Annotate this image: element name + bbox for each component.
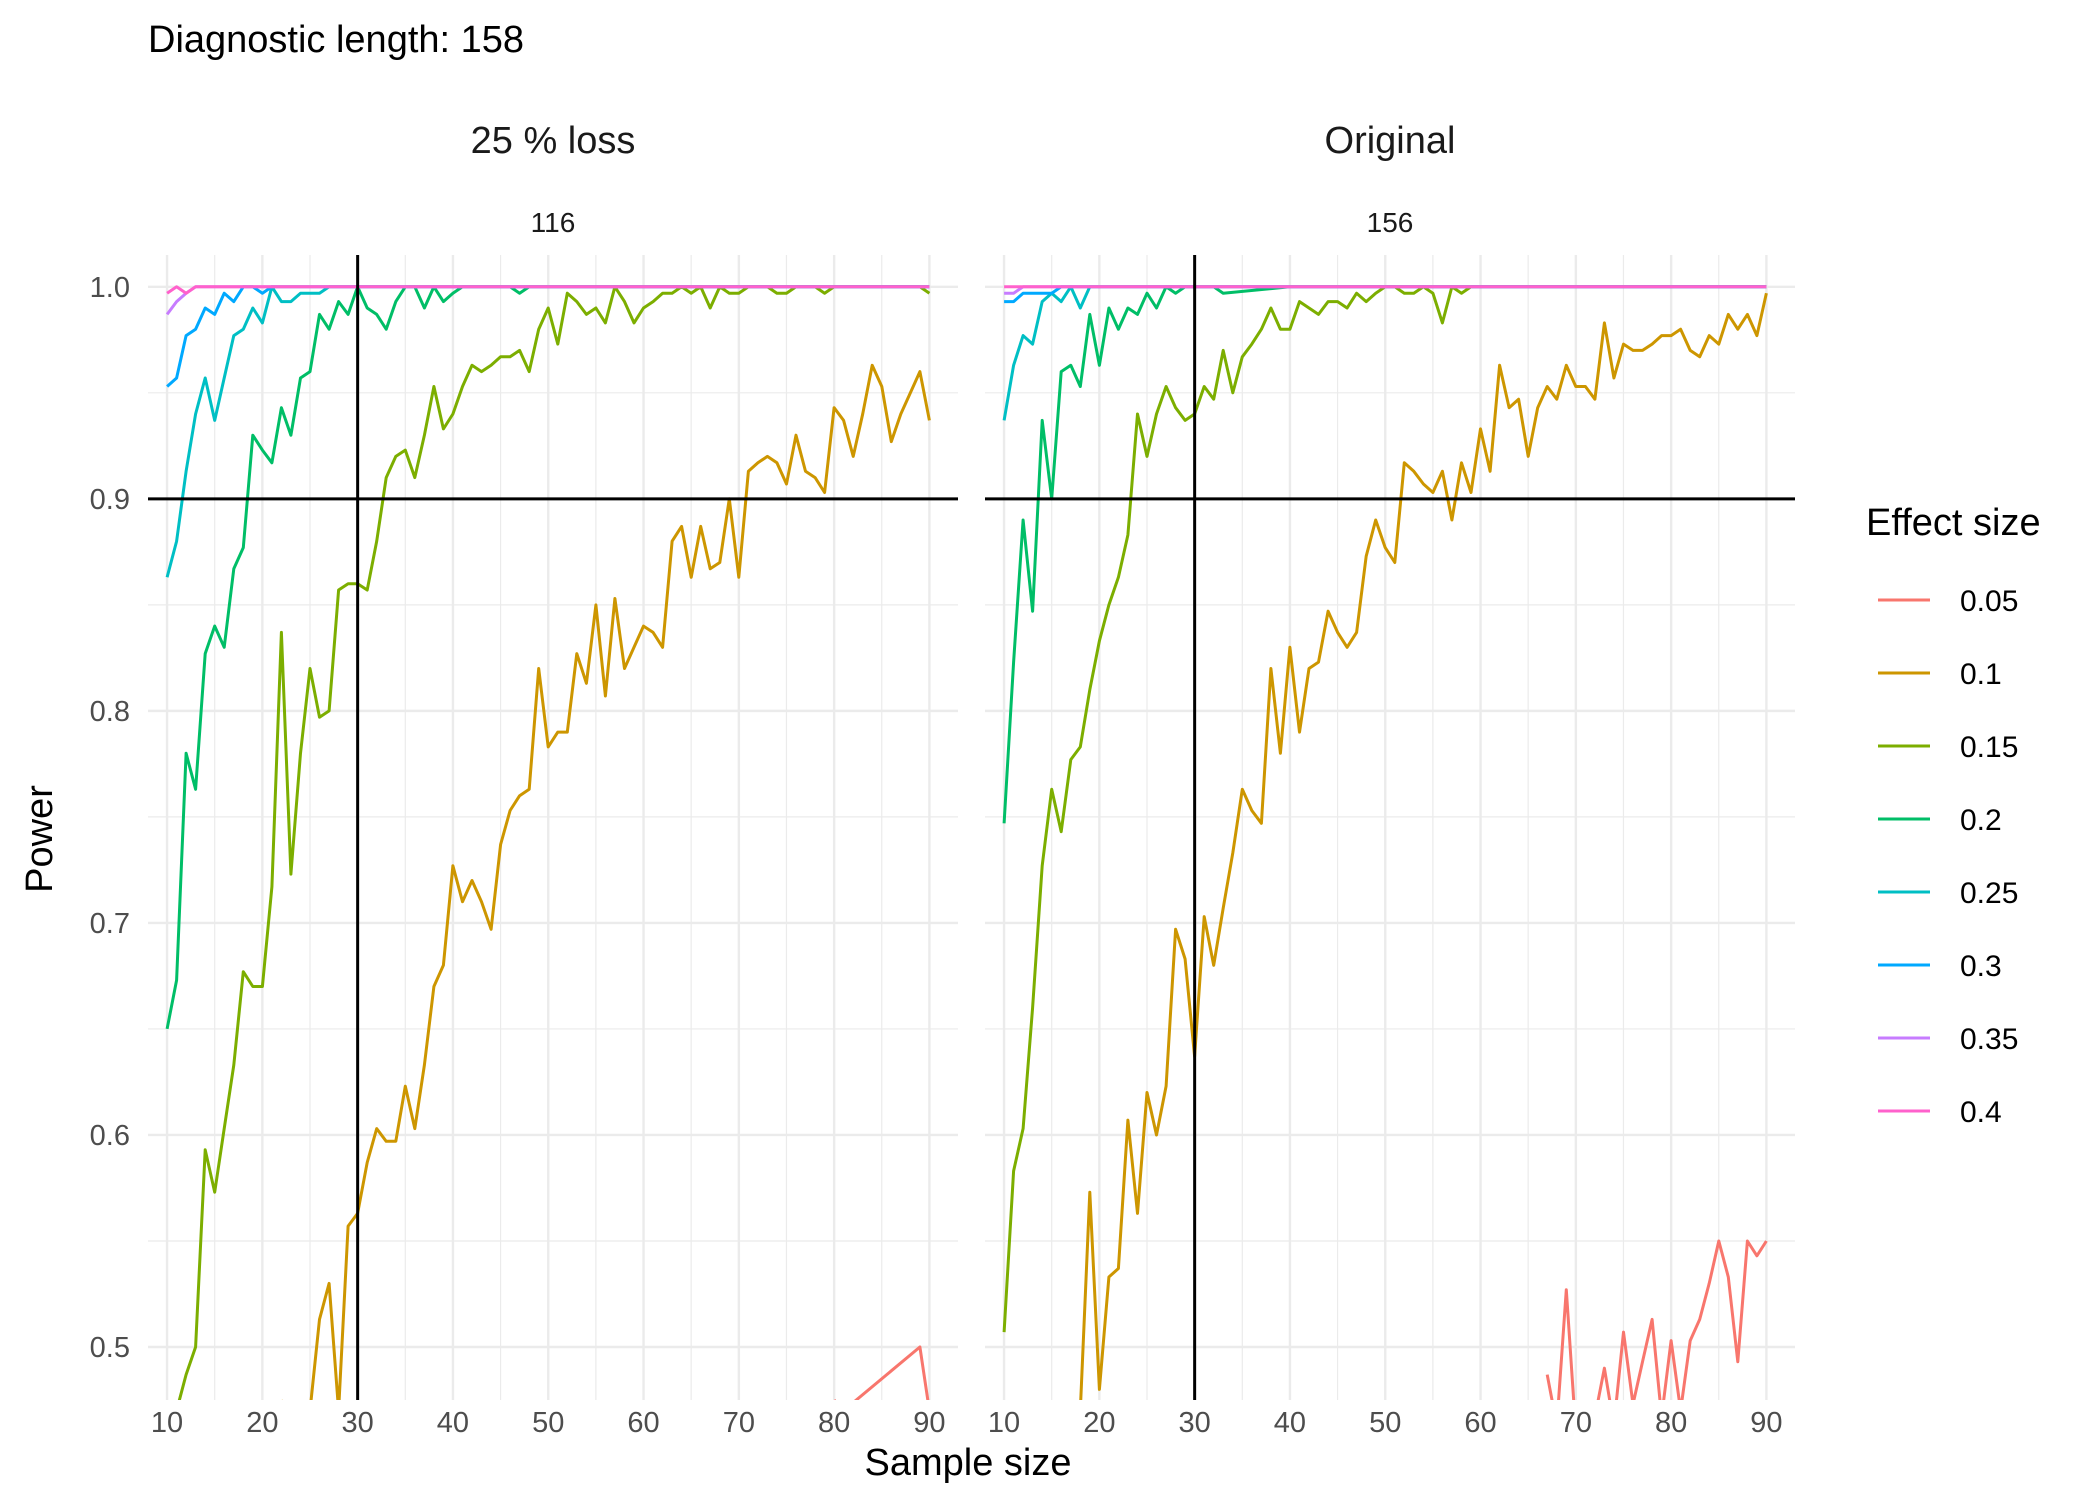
series-group — [1002, 285, 1768, 1400]
series-line-0.15 — [1002, 285, 1767, 1333]
legend-label: 0.4 — [1960, 1096, 2002, 1129]
x-tick-label: 50 — [1369, 1407, 1401, 1439]
x-tick-label: 70 — [723, 1407, 755, 1439]
x-tick-label: 60 — [1464, 1407, 1496, 1439]
facet-strip-label: 25 % loss — [471, 120, 636, 162]
x-tick-label: 10 — [151, 1407, 183, 1439]
facet-subtitle: 156 — [1367, 207, 1414, 238]
x-tick-label: 70 — [1560, 1407, 1592, 1439]
legend-label: 0.2 — [1960, 804, 2002, 837]
legend-label: 0.35 — [1960, 1023, 2018, 1056]
x-tick-label: 30 — [342, 1407, 374, 1439]
series-group — [165, 285, 931, 1400]
x-tick-label: 10 — [988, 1407, 1020, 1439]
series-line-0.1 — [281, 363, 931, 1400]
legend: Effect size 0.05 0.1 0.15 0.2 0.25 0.3 0.35 0.4 — [1866, 502, 2041, 1129]
facet-panels: 25 % loss 116 10 20 30 40 50 60 70 80 90 0.5 0.6 0.7 0… — [90, 120, 1795, 1439]
x-tick-label: 80 — [818, 1407, 850, 1439]
series-line-0.15 — [177, 285, 931, 1400]
x-tick-label: 80 — [1655, 1407, 1687, 1439]
chart-title: Diagnostic length: 158 — [148, 19, 524, 61]
legend-label: 0.3 — [1960, 950, 2002, 983]
x-tick-label: 40 — [437, 1407, 469, 1439]
y-tick-label: 0.8 — [90, 696, 130, 728]
x-tick-label: 90 — [913, 1407, 945, 1439]
series-line-0.05 — [834, 1345, 930, 1400]
panel-0: 25 % loss 116 10 20 30 40 50 60 70 80 90 0.5 0.6 0.7 0… — [90, 120, 958, 1439]
facet-subtitle: 116 — [531, 207, 576, 238]
y-tick-label: 0.6 — [90, 1120, 130, 1152]
legend-label: 0.25 — [1960, 877, 2018, 910]
x-tick-label: 90 — [1750, 1407, 1782, 1439]
y-tick-label: 0.9 — [90, 484, 130, 516]
series-line-0.1 — [1079, 292, 1768, 1400]
x-tick-label: 60 — [627, 1407, 659, 1439]
y-axis-title: Power — [19, 785, 61, 893]
legend-label: 0.1 — [1960, 658, 2002, 691]
legend-label: 0.05 — [1960, 585, 2018, 618]
series-line-0.05 — [1545, 1239, 1768, 1400]
x-tick-label: 20 — [246, 1407, 278, 1439]
y-tick-label: 0.5 — [90, 1332, 130, 1364]
x-tick-label: 30 — [1179, 1407, 1211, 1439]
facet-strip-label: Original — [1325, 120, 1456, 162]
panel-1: Original 156 10 20 30 40 50 60 70 80 90 — [985, 120, 1795, 1439]
x-axis-title: Sample size — [865, 1442, 1072, 1484]
legend-label: 0.15 — [1960, 731, 2018, 764]
x-tick-label: 20 — [1083, 1407, 1115, 1439]
legend-title: Effect size — [1866, 502, 2041, 544]
y-tick-label: 0.7 — [90, 908, 130, 940]
y-tick-label: 1.0 — [90, 272, 130, 304]
x-tick-label: 50 — [532, 1407, 564, 1439]
x-tick-label: 40 — [1274, 1407, 1306, 1439]
